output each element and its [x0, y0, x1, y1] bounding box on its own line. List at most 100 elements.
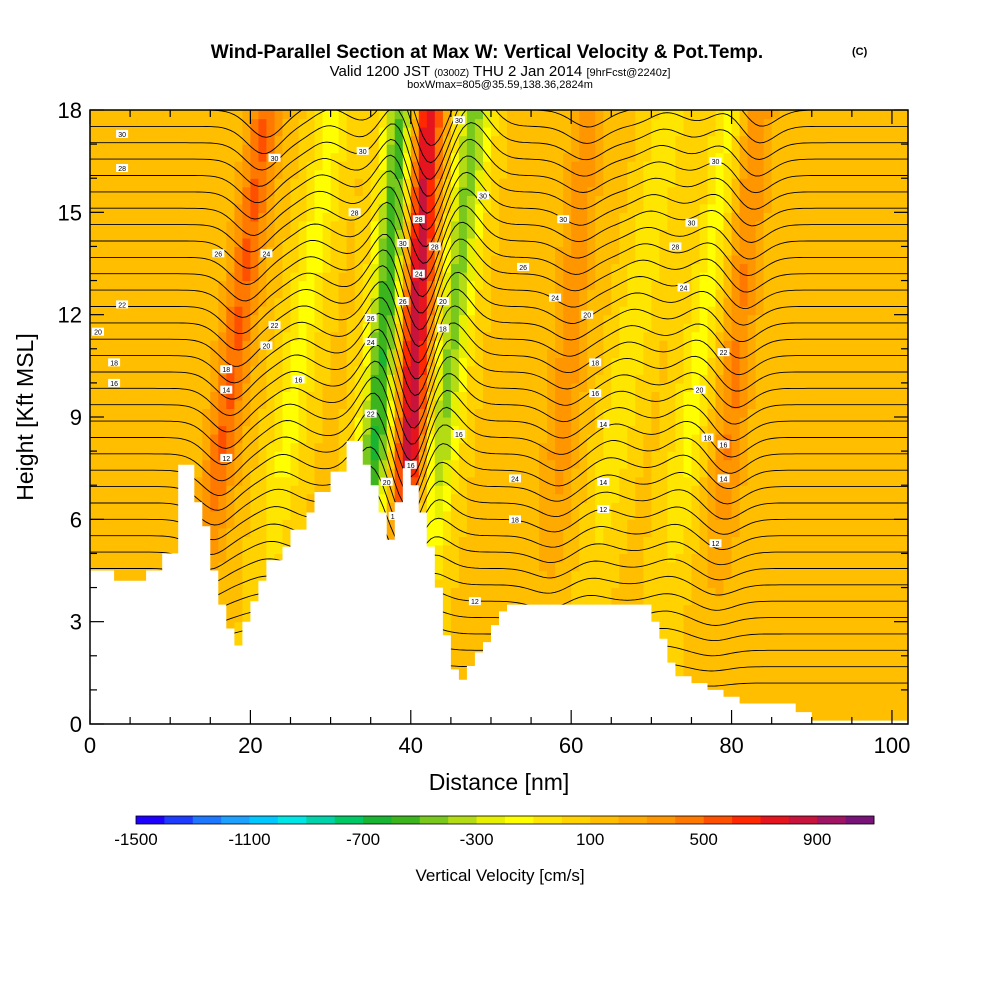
velocity-cell — [643, 434, 652, 444]
velocity-cell — [843, 519, 853, 529]
velocity-cell — [900, 374, 908, 384]
velocity-cell — [450, 314, 460, 324]
velocity-cell — [892, 468, 901, 478]
velocity-cell — [426, 510, 436, 520]
velocity-cell — [491, 604, 500, 614]
velocity-cell — [667, 365, 676, 375]
velocity-cell — [763, 681, 773, 691]
velocity-cell — [595, 553, 604, 563]
velocity-cell — [619, 408, 628, 418]
velocity-cell — [234, 434, 243, 444]
velocity-cell — [627, 408, 636, 418]
velocity-cell — [691, 672, 701, 682]
velocity-cell — [210, 451, 219, 461]
velocity-cell — [450, 374, 460, 384]
velocity-cell — [892, 425, 901, 435]
velocity-cell — [450, 596, 460, 606]
velocity-cell — [442, 476, 452, 486]
velocity-cell — [322, 323, 332, 333]
velocity-cell — [234, 570, 243, 580]
velocity-cell — [579, 459, 588, 469]
velocity-cell — [106, 502, 115, 512]
velocity-cell — [114, 340, 123, 350]
velocity-cell — [282, 476, 292, 486]
velocity-cell — [659, 348, 668, 358]
velocity-cell — [859, 536, 869, 546]
velocity-cell — [739, 357, 749, 367]
velocity-cell — [659, 468, 668, 478]
velocity-cell — [795, 698, 805, 708]
velocity-cell — [667, 570, 676, 580]
velocity-cell — [202, 408, 211, 418]
velocity-cell — [210, 442, 219, 452]
velocity-cell — [282, 459, 292, 469]
velocity-cell — [106, 434, 115, 444]
velocity-cell — [603, 510, 612, 520]
velocity-cell — [474, 527, 484, 537]
velocity-cell — [499, 391, 508, 401]
velocity-cell — [114, 365, 123, 375]
velocity-cell — [635, 493, 644, 503]
velocity-cell — [571, 399, 580, 409]
velocity-cell — [739, 519, 749, 529]
velocity-cell — [659, 476, 668, 486]
velocity-cell — [851, 340, 861, 350]
velocity-cell — [851, 621, 861, 631]
velocity-cell — [787, 655, 797, 665]
velocity-cell — [226, 570, 235, 580]
velocity-cell — [795, 408, 805, 418]
velocity-cell — [892, 348, 901, 358]
velocity-cell — [707, 596, 717, 606]
velocity-cell — [402, 374, 412, 384]
velocity-cell — [507, 502, 516, 512]
velocity-cell — [651, 348, 660, 358]
velocity-cell — [651, 476, 660, 486]
velocity-cell — [378, 434, 388, 444]
velocity-cell — [531, 451, 540, 461]
velocity-cell — [250, 553, 259, 563]
velocity-cell — [611, 357, 620, 367]
velocity-cell — [571, 596, 580, 606]
velocity-cell — [731, 485, 741, 495]
velocity-cell — [491, 434, 500, 444]
velocity-cell — [859, 365, 869, 375]
velocity-cell — [314, 331, 324, 341]
velocity-cell — [298, 502, 308, 512]
velocity-cell — [483, 587, 492, 597]
velocity-cell — [795, 365, 805, 375]
velocity-cell — [707, 664, 717, 674]
velocity-cell — [218, 493, 227, 503]
velocity-cell — [723, 314, 733, 324]
velocity-cell — [306, 391, 316, 401]
velocity-cell — [771, 408, 781, 418]
velocity-cell — [394, 485, 404, 495]
velocity-cell — [875, 323, 885, 333]
velocity-cell — [811, 459, 821, 469]
velocity-cell — [531, 544, 540, 554]
velocity-cell — [499, 357, 508, 367]
velocity-cell — [859, 519, 869, 529]
velocity-cell — [138, 365, 147, 375]
velocity-cell — [306, 502, 316, 512]
velocity-cell — [843, 434, 853, 444]
velocity-cell — [474, 459, 484, 469]
velocity-cell — [819, 698, 829, 708]
velocity-cell — [803, 502, 813, 512]
velocity-cell — [683, 459, 693, 469]
velocity-cell — [418, 399, 428, 409]
velocity-cell — [795, 604, 805, 614]
velocity-cell — [258, 562, 267, 572]
velocity-cell — [170, 331, 179, 341]
velocity-cell — [402, 382, 412, 392]
velocity-cell — [723, 434, 733, 444]
velocity-cell — [651, 340, 660, 350]
velocity-cell — [667, 323, 676, 333]
velocity-cell — [434, 544, 444, 554]
velocity-cell — [242, 323, 251, 333]
velocity-cell — [651, 323, 660, 333]
velocity-cell — [507, 306, 516, 316]
velocity-cell — [531, 382, 540, 392]
velocity-cell — [763, 485, 773, 495]
velocity-cell — [458, 485, 468, 495]
velocity-cell — [763, 382, 773, 392]
